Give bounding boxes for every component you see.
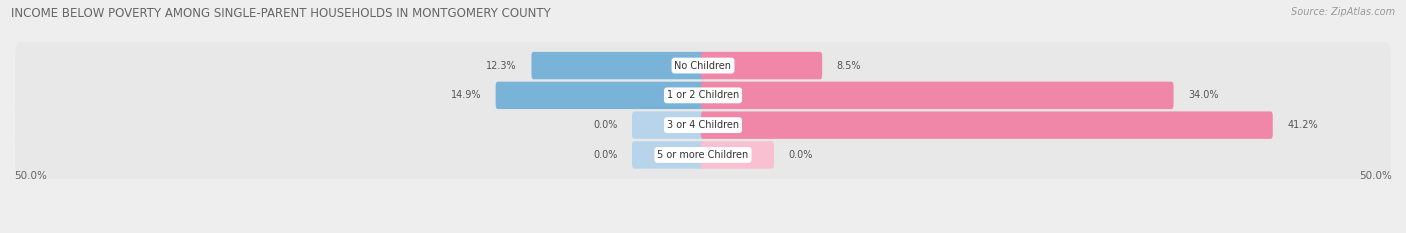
Text: 0.0%: 0.0% [593,120,617,130]
FancyBboxPatch shape [702,111,1272,139]
Text: Source: ZipAtlas.com: Source: ZipAtlas.com [1291,7,1395,17]
FancyBboxPatch shape [531,52,704,79]
Text: INCOME BELOW POVERTY AMONG SINGLE-PARENT HOUSEHOLDS IN MONTGOMERY COUNTY: INCOME BELOW POVERTY AMONG SINGLE-PARENT… [11,7,551,20]
FancyBboxPatch shape [633,111,704,139]
Text: No Children: No Children [675,61,731,71]
Text: 12.3%: 12.3% [486,61,517,71]
Text: 34.0%: 34.0% [1188,90,1219,100]
FancyBboxPatch shape [15,72,1391,119]
Text: 14.9%: 14.9% [451,90,481,100]
FancyBboxPatch shape [15,131,1391,178]
FancyBboxPatch shape [633,141,704,169]
Text: 0.0%: 0.0% [593,150,617,160]
FancyBboxPatch shape [702,141,773,169]
FancyBboxPatch shape [15,42,1391,89]
Text: 50.0%: 50.0% [1360,171,1392,181]
Text: 1 or 2 Children: 1 or 2 Children [666,90,740,100]
FancyBboxPatch shape [702,52,823,79]
Text: 5 or more Children: 5 or more Children [658,150,748,160]
FancyBboxPatch shape [702,82,1174,109]
Text: 50.0%: 50.0% [14,171,46,181]
FancyBboxPatch shape [496,82,704,109]
Text: 41.2%: 41.2% [1288,120,1317,130]
Text: 3 or 4 Children: 3 or 4 Children [666,120,740,130]
Text: 0.0%: 0.0% [789,150,813,160]
Text: 8.5%: 8.5% [837,61,860,71]
FancyBboxPatch shape [15,102,1391,149]
